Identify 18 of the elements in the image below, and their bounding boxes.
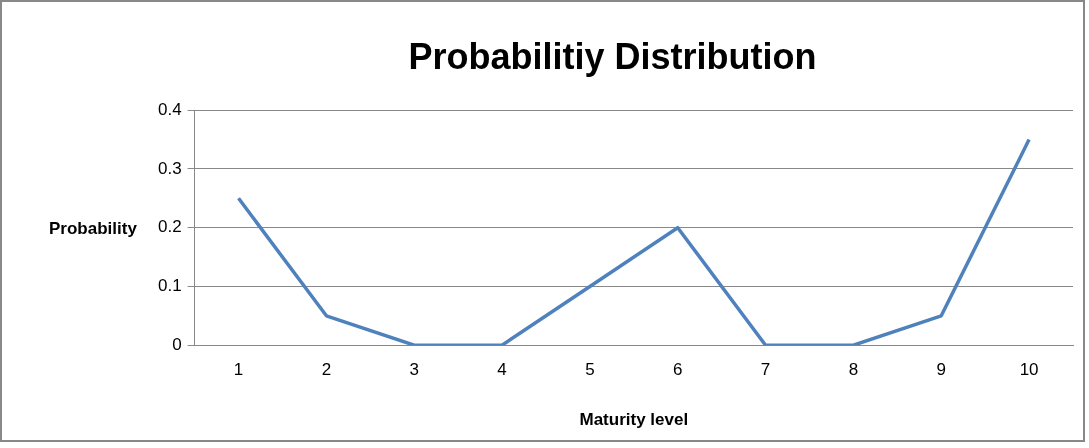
y-tick-label: 0.2 <box>157 217 182 237</box>
x-tick-label: 3 <box>409 360 419 380</box>
x-tick-label: 5 <box>585 360 595 380</box>
y-tick-label: 0.3 <box>157 158 182 178</box>
x-tick-label: 7 <box>760 360 771 380</box>
x-tick-label: 10 <box>1019 360 1039 380</box>
x-tick-label: 2 <box>321 360 332 380</box>
x-tick-label: 4 <box>497 360 507 380</box>
x-tick-label: 6 <box>673 360 683 380</box>
y-tick-label: 0.1 <box>157 276 182 296</box>
x-tick-label: 8 <box>848 360 859 380</box>
x-tick-label: 9 <box>936 360 946 380</box>
y-tick-label: 0 <box>172 334 182 354</box>
x-tick-label: 1 <box>233 360 244 380</box>
chart-title: Probabilitiy Distribution <box>408 35 817 77</box>
x-axis-title: Maturity level <box>579 410 689 430</box>
y-axis-title: Probability <box>49 219 138 239</box>
y-tick-label: 0.4 <box>157 99 182 119</box>
